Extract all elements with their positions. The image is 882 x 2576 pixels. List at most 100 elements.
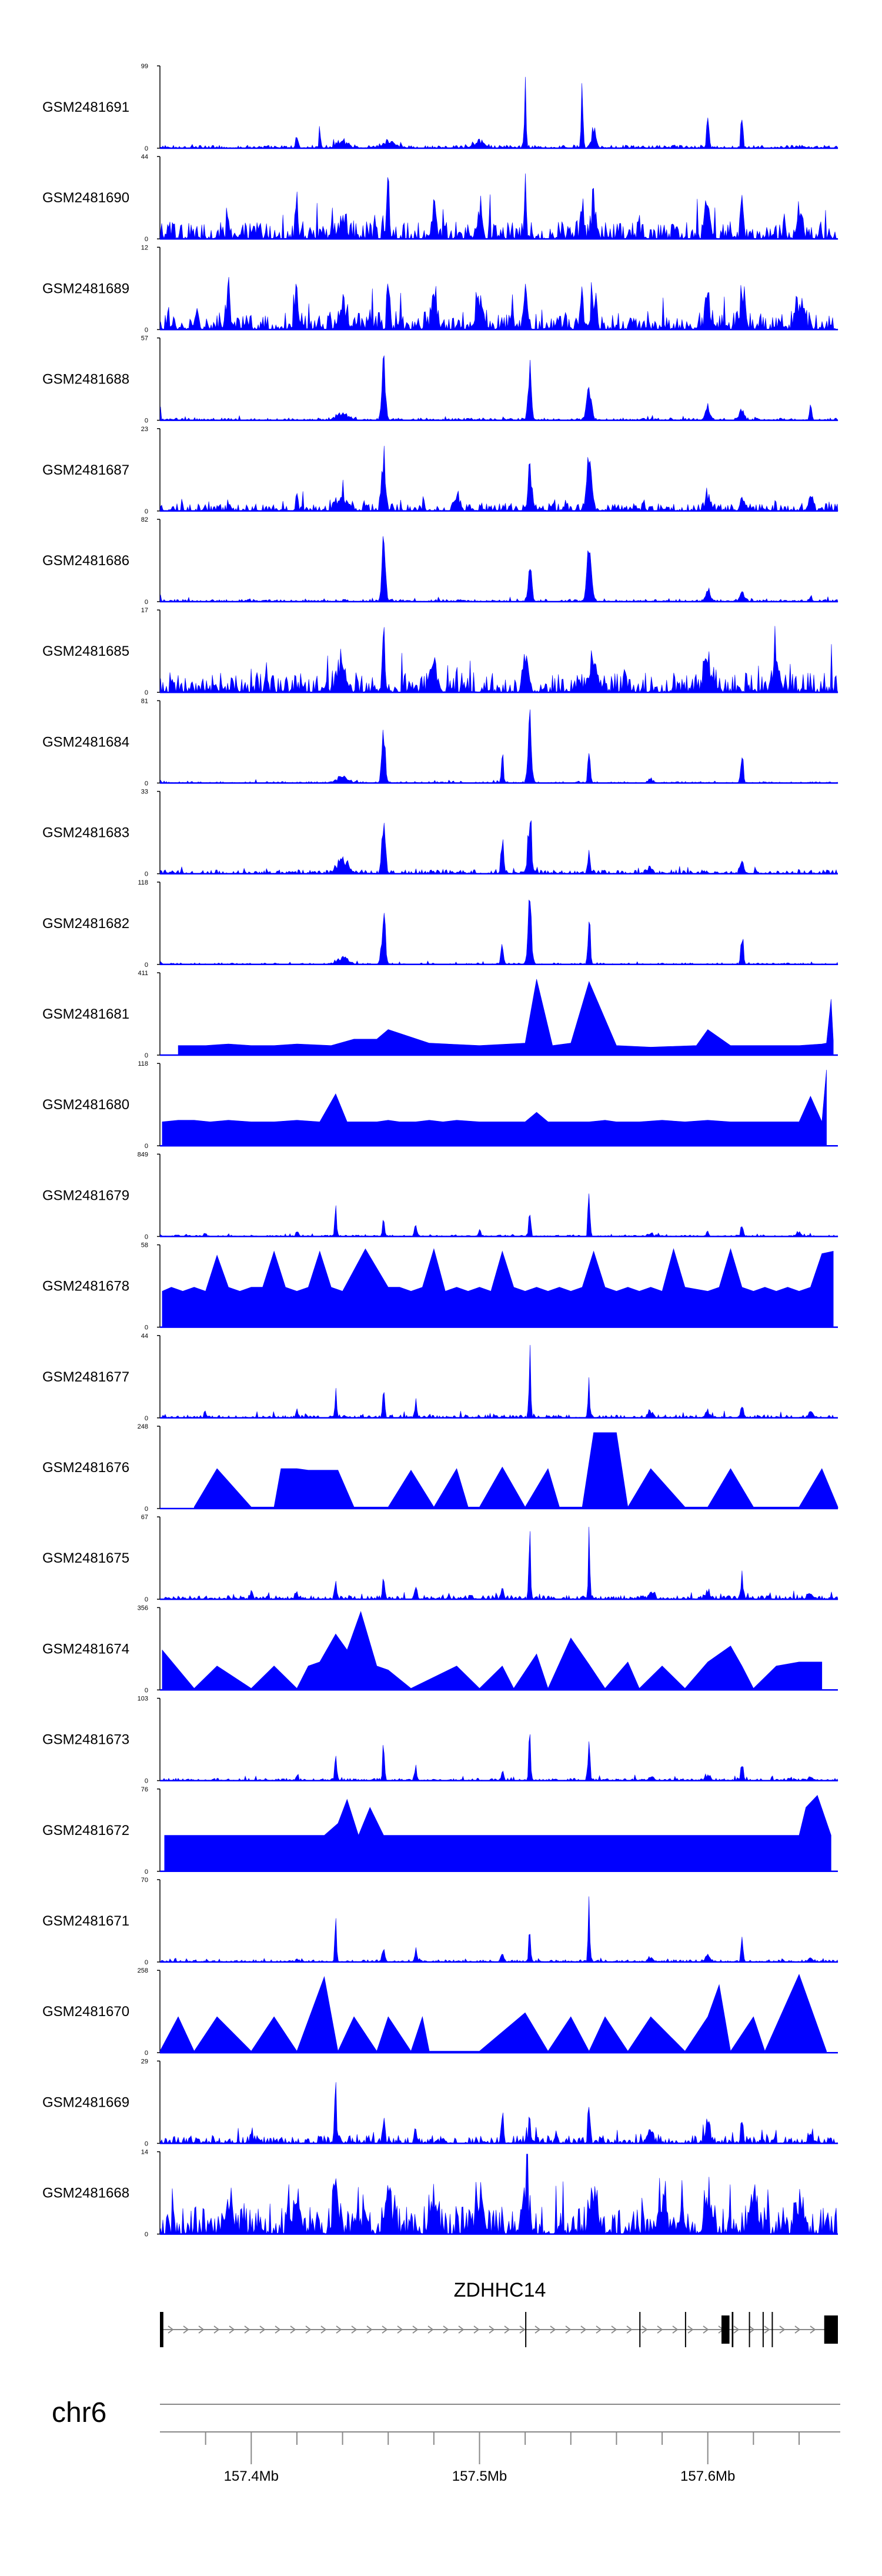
strand-arrow xyxy=(626,2325,633,2334)
track-label: GSM2481684 xyxy=(42,734,129,750)
track-GSM2481679: GSM2481679 849 0 xyxy=(42,1151,838,1240)
track-GSM2481676: GSM2481676 248 0 xyxy=(42,1423,838,1513)
exon xyxy=(771,2312,773,2347)
exon xyxy=(762,2312,764,2347)
signal-area xyxy=(159,1734,838,1781)
y-min-label: 0 xyxy=(145,236,148,243)
strand-arrow xyxy=(779,2325,786,2334)
track-GSM2481677: GSM2481677 44 0 xyxy=(42,1333,838,1422)
track-GSM2481675: GSM2481675 67 0 xyxy=(42,1514,838,1603)
strand-arrow xyxy=(473,2325,480,2334)
strand-arrow xyxy=(672,2325,679,2334)
y-min-label: 0 xyxy=(145,962,148,969)
y-min-label: 0 xyxy=(145,1596,148,1603)
strand-arrow xyxy=(458,2325,465,2334)
exon xyxy=(731,2312,734,2347)
strand-arrow xyxy=(611,2325,617,2334)
track-GSM2481672: GSM2481672 76 0 xyxy=(42,1786,838,1876)
gene-label: ZDHHC14 xyxy=(454,2279,546,2301)
y-min-label: 0 xyxy=(145,871,148,878)
strand-arrow xyxy=(596,2325,602,2334)
strand-arrow xyxy=(749,2325,755,2334)
strand-arrow xyxy=(534,2325,541,2334)
track-GSM2481685: GSM2481685 17 0 xyxy=(42,607,838,696)
track-GSM2481688: GSM2481688 57 0 xyxy=(42,335,838,425)
track-GSM2481671: GSM2481671 70 0 xyxy=(42,1877,838,1966)
exon xyxy=(639,2312,641,2347)
strand-arrow xyxy=(275,2325,281,2334)
track-label: GSM2481676 xyxy=(42,1460,129,1476)
signal-area xyxy=(159,1344,838,1419)
track-label: GSM2481681 xyxy=(42,1006,129,1022)
track-label: GSM2481675 xyxy=(42,1550,129,1566)
strand-arrow xyxy=(427,2325,434,2334)
track-label: GSM2481668 xyxy=(42,2185,129,2201)
strand-arrow xyxy=(550,2325,556,2334)
track-GSM2481686: GSM2481686 82 0 xyxy=(42,516,838,606)
gene-exons xyxy=(160,2312,838,2347)
y-max-label: 849 xyxy=(138,1151,148,1158)
track-GSM2481680: GSM2481680 118 0 xyxy=(42,1060,838,1150)
strand-arrow xyxy=(794,2325,801,2334)
track-GSM2481674: GSM2481674 356 0 xyxy=(42,1604,838,1694)
signal-area xyxy=(162,1069,827,1146)
signal-area xyxy=(159,709,838,784)
exon xyxy=(749,2312,750,2347)
y-min-label: 0 xyxy=(145,1687,148,1694)
y-max-label: 118 xyxy=(138,879,148,886)
track-label: GSM2481690 xyxy=(42,190,129,206)
y-max-label: 76 xyxy=(141,1786,148,1793)
signal-area xyxy=(159,355,838,421)
signal-area xyxy=(159,446,838,512)
strand-arrow xyxy=(320,2325,327,2334)
y-max-label: 17 xyxy=(141,607,148,614)
exon xyxy=(525,2312,527,2347)
track-label: GSM2481674 xyxy=(42,1641,129,1657)
signal-area xyxy=(159,2082,838,2144)
strand-arrow xyxy=(519,2325,526,2334)
strand-arrow xyxy=(642,2325,648,2334)
track-GSM2481681: GSM2481681 411 0 xyxy=(42,970,838,1059)
y-min-label: 0 xyxy=(145,1324,148,1332)
y-min-label: 0 xyxy=(145,599,148,606)
y-max-label: 248 xyxy=(138,1423,148,1430)
y-max-label: 103 xyxy=(138,1696,148,1703)
genome-axis: chr6 157.4Mb 157.5Mb 157.6Mb xyxy=(52,2397,840,2484)
signal-area xyxy=(159,2154,838,2235)
y-max-label: 118 xyxy=(138,1060,148,1067)
track-GSM2481670: GSM2481670 258 0 xyxy=(42,1967,838,2057)
track-label: GSM2481683 xyxy=(42,825,129,841)
strand-arrow xyxy=(259,2325,266,2334)
y-max-label: 12 xyxy=(141,244,148,251)
signal-area xyxy=(159,1527,838,1600)
strand-arrow xyxy=(366,2325,373,2334)
strand-arrow xyxy=(580,2325,587,2334)
track-GSM2481691: GSM2481691 99 0 xyxy=(42,63,838,152)
y-min-label: 0 xyxy=(145,508,148,515)
strand-arrow xyxy=(489,2325,495,2334)
strand-arrow xyxy=(657,2325,663,2334)
y-max-label: 44 xyxy=(141,154,148,161)
track-label: GSM2481687 xyxy=(42,462,129,478)
y-min-label: 0 xyxy=(145,689,148,696)
y-max-label: 81 xyxy=(141,698,148,705)
y-max-label: 58 xyxy=(141,1242,148,1249)
exon xyxy=(684,2312,686,2347)
track-GSM2481683: GSM2481683 33 0 xyxy=(42,789,838,878)
axis-ticks: 157.4Mb 157.5Mb 157.6Mb xyxy=(205,2432,800,2484)
track-label: GSM2481682 xyxy=(42,916,129,932)
y-max-label: 14 xyxy=(141,2149,148,2156)
y-max-label: 29 xyxy=(141,2058,148,2065)
signal-area xyxy=(159,76,838,149)
signal-area xyxy=(162,1248,834,1327)
signal-area xyxy=(159,1974,827,2053)
strand-arrow xyxy=(412,2325,419,2334)
y-max-label: 99 xyxy=(141,63,148,70)
y-min-label: 0 xyxy=(145,1143,148,1150)
track-GSM2481673: GSM2481673 103 0 xyxy=(42,1696,838,1785)
gene-track: ZDHHC14 xyxy=(160,2279,838,2347)
y-max-label: 33 xyxy=(141,789,148,796)
strand-arrow xyxy=(305,2325,312,2334)
signal-area xyxy=(164,1795,831,1872)
